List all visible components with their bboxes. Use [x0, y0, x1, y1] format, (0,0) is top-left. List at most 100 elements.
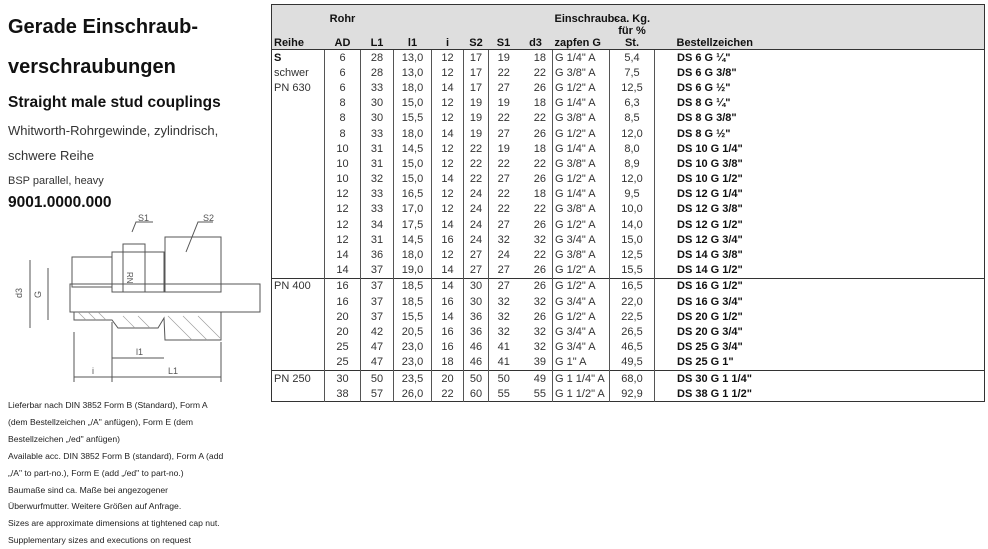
cell-ad: 10 — [324, 141, 361, 157]
description-en: BSP parallel, heavy — [8, 175, 104, 187]
table-row: 25 47 23,0 16 46 41 32 G 3/4" A 46,5 DS 25 G 3/4" — [272, 339, 985, 355]
cell-reihe — [272, 156, 325, 171]
cell-reihe — [272, 263, 325, 279]
cell-weight: 49,5 — [609, 354, 655, 371]
technical-drawing: S1 S2 d3 G l1 i L1 RN — [14, 213, 261, 382]
cell-d3: 26 — [533, 218, 546, 231]
cell-d3: 18 — [533, 51, 546, 64]
cell-s2: 22 — [463, 171, 489, 187]
cell-L1: 50 — [360, 369, 394, 387]
cell-reihe — [272, 355, 325, 371]
note-line: Lieferbar nach DIN 3852 Form B (Standard… — [8, 400, 208, 410]
cell-l1: 17,5 — [393, 217, 432, 233]
cell-s1: 41 — [488, 339, 519, 355]
table-row: S 6 28 13,0 12 17 19 18 G 1/4" A 5,4 DS 6 G ¼" — [272, 49, 985, 66]
header-rohr: Rohr — [324, 4, 361, 25]
cell-order-code: DS 8 G ½" — [654, 125, 985, 142]
table-body: S 6 28 13,0 12 17 19 18 G 1/4" A 5,4 DS 6 G ¼" schw… — [271, 49, 985, 402]
cell-zapfen-g: G 1/2" A — [552, 309, 610, 325]
cell-l1: 23,0 — [393, 339, 432, 355]
cell-order-code: DS 16 G 1/2" — [654, 277, 985, 294]
header-s1: S1 — [488, 25, 519, 50]
cell-ad: 8 — [324, 125, 361, 142]
cell-l1: 15,5 — [393, 309, 432, 325]
cell-order-code: DS 12 G 3/4" — [654, 232, 985, 248]
header-reihe: Reihe — [271, 25, 325, 50]
header-ca-kg: ca. Kg. — [609, 4, 655, 25]
cell-s1: 27 — [488, 171, 519, 187]
cell-s1: 50 — [488, 369, 519, 387]
cell-l1: 15,0 — [393, 156, 432, 172]
cell-ad: 20 — [324, 324, 361, 340]
thread-body — [71, 256, 113, 288]
cell-d3: 32 — [533, 233, 546, 246]
cell-s1: 27 — [488, 80, 519, 96]
cell-weight: 12,0 — [609, 125, 655, 142]
cell-reihe: PN 250 — [271, 369, 325, 387]
cell-i: 16 — [431, 294, 464, 310]
cell-L1: 33 — [360, 186, 394, 202]
cell-order-code: DS 10 G 3/8" — [654, 156, 985, 172]
cell-zapfen-g: G 1/4" A — [552, 49, 610, 66]
cell-i: 14 — [431, 309, 464, 325]
cell-ad: 6 — [324, 80, 361, 96]
cell-zapfen-g: G 1 1/2" A — [552, 386, 610, 402]
note-line: Baumaße sind ca. Maße bei angezogener — [8, 484, 169, 495]
cell-s1: 19 — [488, 49, 519, 66]
cell-l1: 18,0 — [393, 125, 432, 142]
cell-ad: 12 — [324, 232, 361, 248]
cell-weight: 92,9 — [609, 386, 655, 402]
cell-order-code: DS 8 G ¼" — [654, 95, 985, 111]
cell-d3: 32 — [533, 325, 546, 338]
header-order-code: Bestellzeichen — [654, 25, 985, 50]
header-weight: für % St. — [609, 25, 655, 50]
note-line: Sizes are approximate dimensions at tigh… — [8, 518, 220, 529]
cell-i: 14 — [431, 277, 464, 294]
cell-weight: 7,5 — [609, 65, 655, 81]
cell-l1: 17,0 — [393, 201, 432, 218]
table-row: 20 37 15,5 14 36 32 26 G 1/2" A 22,5 DS 20 G 1/2" — [272, 309, 985, 325]
title-line-2: verschraubungen — [8, 56, 176, 78]
cell-weight: 16,5 — [609, 277, 655, 294]
cell-weight: 15,5 — [609, 262, 655, 279]
cell-order-code: DS 8 G 3/8" — [654, 110, 985, 126]
cell-L1: 47 — [360, 339, 394, 355]
cell-l1: 15,0 — [393, 171, 432, 187]
header-d3: d3 — [518, 25, 553, 50]
header-l1: l1 — [393, 25, 432, 50]
table-row: 38 57 26,0 22 60 55 55 G 1 1/2" A 92,9 DS 38 G 1 … — [272, 386, 985, 402]
table-row: 12 33 16,5 12 24 22 18 G 1/4" A 9,5 DS 12 G 1/4" — [272, 186, 985, 202]
cell-s1: 41 — [488, 354, 519, 371]
cell-L1: 31 — [360, 156, 394, 172]
cell-ad: 25 — [324, 339, 361, 355]
cell-zapfen-g: G 3/8" A — [552, 65, 610, 81]
cell-weight: 15,0 — [609, 232, 655, 248]
cell-zapfen-g: G 3/8" A — [552, 156, 610, 172]
header-zapfen-g: zapfen G — [552, 25, 610, 50]
note-line: Bestellzeichen „/ed" anfügen) — [8, 433, 120, 444]
cell-weight: 8,5 — [609, 110, 655, 126]
cell-order-code: DS 25 G 1" — [654, 354, 985, 371]
cell-weight: 8,0 — [609, 141, 655, 157]
cell-l1: 20,5 — [393, 324, 432, 340]
cell-l1: 23,5 — [393, 369, 432, 387]
cell-ad: 14 — [324, 247, 361, 263]
cell-s2: 46 — [463, 339, 489, 355]
cell-s1: 27 — [488, 125, 519, 142]
label-s1: S1 — [138, 213, 149, 223]
header-row-top: Rohr Einschraub- ca. Kg. — [271, 4, 985, 25]
cell-order-code: DS 10 G 1/4" — [654, 141, 985, 157]
cell-i: 12 — [431, 110, 464, 126]
cell-zapfen-g: G 3/8" A — [552, 247, 610, 263]
cell-s2: 30 — [463, 277, 489, 294]
cell-L1: 37 — [360, 309, 394, 325]
cell-zapfen-g: G 3/4" A — [552, 232, 610, 248]
header-ad: AD — [324, 25, 361, 50]
cell-i: 12 — [431, 141, 464, 157]
cell-s2: 24 — [463, 232, 489, 248]
cell-zapfen-g: G 3/4" A — [552, 324, 610, 340]
header-i: i — [431, 25, 464, 50]
cell-d3: 26 — [533, 81, 546, 94]
note-line: Supplementary sizes and executions on re… — [8, 535, 191, 546]
